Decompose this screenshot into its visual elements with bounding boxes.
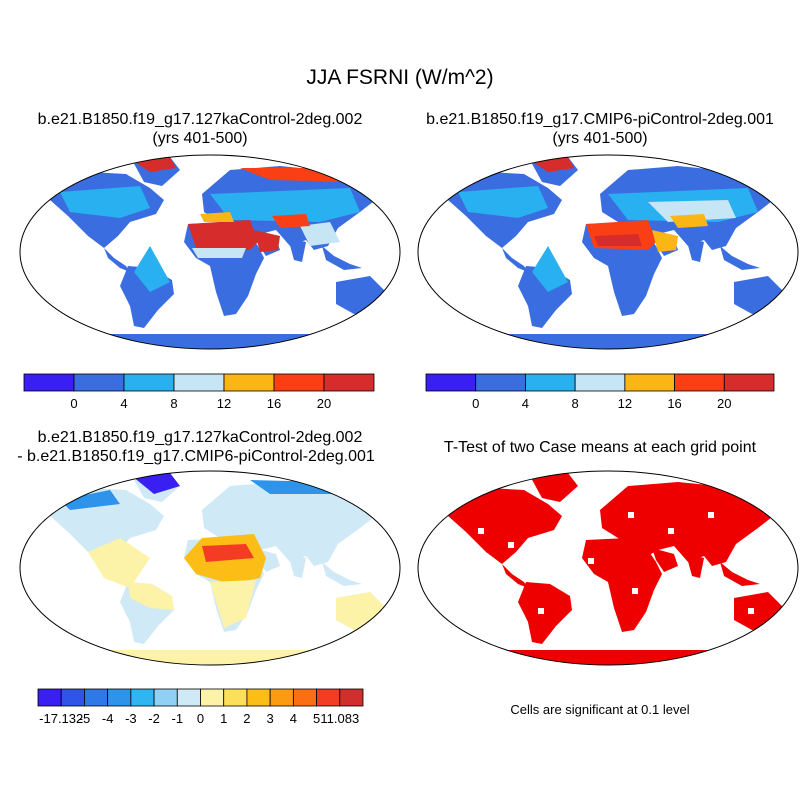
colorbar-swatch <box>223 373 275 392</box>
colorbar-tick-label: 20 <box>317 396 331 411</box>
colorbar-swatch <box>23 373 75 392</box>
map-outline <box>19 470 401 666</box>
colorbar-panel2: 0 4 8 12 16 20 <box>425 373 775 411</box>
colorbar-tick-label: -4 <box>102 711 114 726</box>
colorbar-swatch <box>323 373 375 392</box>
colorbar-swatch <box>130 688 155 707</box>
colorbar-tick-label: 12 <box>217 396 231 411</box>
colorbar-panel1: 0 4 8 12 16 20 <box>23 373 375 411</box>
colorbar-tick-label: 16 <box>667 396 681 411</box>
colorbar-swatch <box>173 373 225 392</box>
colorbar-tick-label: -1 <box>172 711 184 726</box>
panel3-subtitle: - b.e21.B1850.f19_g17.CMIP6-piControl-2d… <box>17 448 375 465</box>
colorbar-tick-label: 3 <box>267 711 274 726</box>
colorbar-tick-label: 20 <box>717 396 731 411</box>
colorbar-tick-label: 8 <box>572 396 579 411</box>
colorbar-swatch <box>200 688 225 707</box>
significance-note: Cells are significant at 0.1 level <box>510 702 690 717</box>
map-outline <box>19 154 401 350</box>
colorbar-swatch <box>37 688 62 707</box>
colorbar-swatch <box>269 688 294 707</box>
colorbar-tick-label: -3 <box>125 711 137 726</box>
colorbar-tick-label: 5 <box>313 711 320 726</box>
colorbar-tick-label: 8 <box>170 396 177 411</box>
map-outline <box>417 470 799 666</box>
map-panel-ttest <box>418 471 798 665</box>
map-outline <box>417 154 799 350</box>
colorbar-swatch <box>246 688 271 707</box>
colorbar-swatch <box>292 688 317 707</box>
colorbar-tick-label: 4 <box>290 711 297 726</box>
colorbar-swatch <box>525 373 576 392</box>
colorbar-swatch <box>223 688 248 707</box>
colorbar-swatch <box>107 688 132 707</box>
colorbar-swatch <box>624 373 675 392</box>
panel4-title: T-Test of two Case means at each grid po… <box>443 439 757 456</box>
colorbar-tick-label: 0 <box>472 396 479 411</box>
colorbar-swatch <box>723 373 775 392</box>
colorbar-tick-label: 4 <box>120 396 127 411</box>
colorbar-tick-label: 16 <box>267 396 281 411</box>
colorbar-tick-label: 11.083 <box>320 711 359 726</box>
colorbar-tick-label: -5 <box>79 711 91 726</box>
colorbar-swatch <box>60 688 85 707</box>
colorbar-tick-label: -2 <box>148 711 160 726</box>
colorbar-swatch <box>153 688 178 707</box>
colorbar-tick-label: 12 <box>618 396 632 411</box>
panel1-title: b.e21.B1850.f19_g17.127kaControl-2deg.00… <box>37 111 363 128</box>
colorbar-swatch <box>674 373 725 392</box>
colorbar-swatch <box>176 688 201 707</box>
colorbar-swatch <box>273 373 325 392</box>
main-title: JJA FSRNI (W/m^2) <box>306 66 494 89</box>
colorbar-tick-label: 0 <box>70 396 77 411</box>
colorbar-swatch <box>316 688 341 707</box>
panel1-subtitle: (yrs 401-500) <box>152 130 248 147</box>
panel3-title: b.e21.B1850.f19_g17.127kaControl-2deg.00… <box>37 429 363 446</box>
colorbar-tick-label: -17.132 <box>39 711 83 726</box>
colorbar-tick-label: 0 <box>197 711 204 726</box>
colorbar-tick-label: 2 <box>243 711 250 726</box>
map-panel-difference <box>20 471 400 665</box>
panel2-subtitle: (yrs 401-500) <box>552 130 648 147</box>
colorbar-swatch <box>425 373 477 392</box>
map-panel-127ka <box>20 155 400 349</box>
panel2-title: b.e21.B1850.f19_g17.CMIP6-piControl-2deg… <box>426 111 774 128</box>
colorbar-swatch <box>339 688 364 707</box>
colorbar-swatch <box>123 373 175 392</box>
colorbar-tick-label: 1 <box>220 711 227 726</box>
colorbar-swatch <box>574 373 626 392</box>
map-panel-pi <box>418 155 798 349</box>
colorbar-tick-label: 4 <box>522 396 529 411</box>
colorbar-swatch <box>475 373 526 392</box>
colorbar-swatch <box>73 373 125 392</box>
colorbar-difference: -17.132-5 -4 -3 -2 -1 0 1 2 3 4 5 11.083 <box>37 688 364 726</box>
colorbar-swatch <box>84 688 109 707</box>
